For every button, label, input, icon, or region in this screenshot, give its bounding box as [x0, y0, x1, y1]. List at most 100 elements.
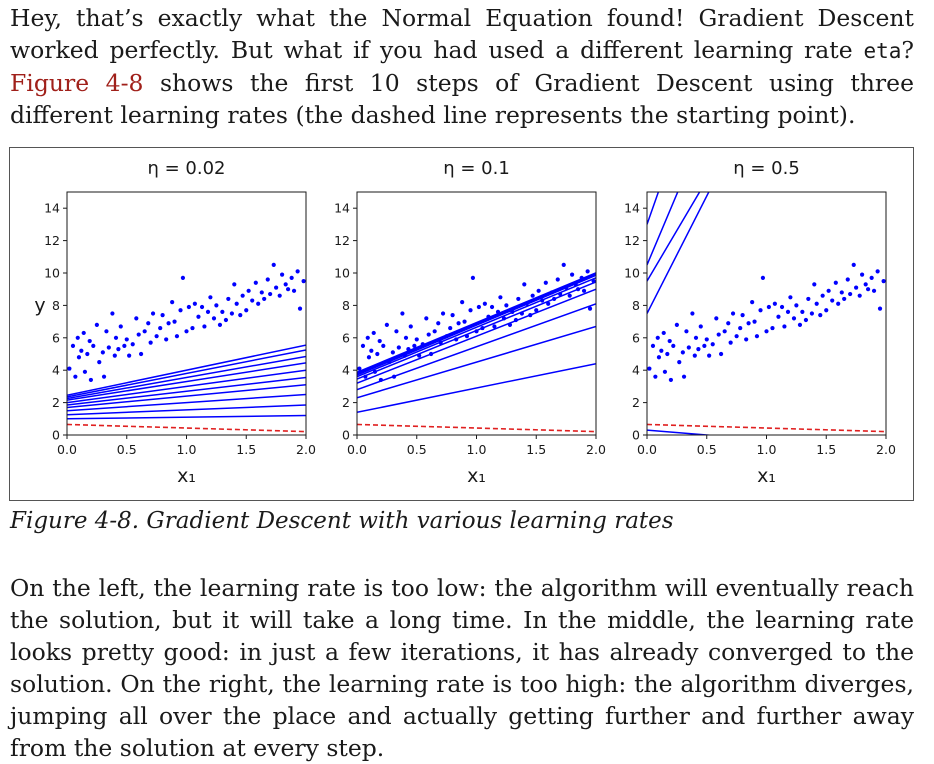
data-point	[244, 308, 249, 313]
x-tick-label: 1.0	[177, 442, 197, 457]
data-point	[820, 293, 825, 298]
data-point	[166, 321, 171, 326]
data-point	[760, 275, 766, 280]
data-point	[842, 296, 847, 302]
gd-step-line	[647, 429, 717, 435]
data-point	[274, 285, 279, 290]
data-point	[534, 308, 539, 313]
data-point	[489, 304, 495, 310]
y-tick-label: 6	[52, 330, 60, 345]
data-point	[357, 366, 362, 371]
intro-text-2: ?	[901, 36, 914, 64]
data-point	[869, 275, 874, 280]
panel-title: η = 0.5	[733, 158, 800, 179]
plot-area	[67, 262, 306, 433]
data-point	[75, 335, 80, 340]
data-point	[87, 338, 92, 344]
figure-reference-link[interactable]: Figure 4-8	[10, 69, 144, 97]
data-point	[297, 306, 303, 311]
data-point	[468, 308, 473, 313]
data-point	[812, 282, 817, 287]
data-point	[256, 301, 261, 306]
y-tick-label: 4	[342, 363, 350, 378]
data-point	[758, 308, 763, 313]
data-point	[104, 329, 109, 334]
panel-title: η = 0.1	[443, 158, 510, 179]
data-point	[396, 345, 401, 350]
data-point	[366, 355, 372, 360]
data-point	[220, 309, 225, 314]
data-point	[647, 366, 652, 371]
data-point	[375, 351, 380, 357]
y-tick-label: 14	[334, 201, 350, 216]
x-tick-label: 0.5	[407, 442, 427, 457]
data-point	[301, 279, 306, 284]
gd-step-line	[67, 362, 306, 401]
x-tick-label: 0.0	[347, 442, 367, 457]
data-point	[116, 347, 121, 352]
data-point	[88, 377, 93, 383]
x-tick-label: 2.0	[586, 442, 606, 457]
chart-panel-1: η = 0.02 0 2 4 6 8 10 12 14 0.0 0.5 1.0 1.5 2.0 x₁ y	[34, 158, 316, 487]
data-point	[253, 280, 258, 285]
axes-frame	[356, 191, 597, 436]
y-tick-label: 0	[52, 428, 60, 443]
y-tick-label: 0	[342, 428, 350, 443]
data-point	[150, 311, 156, 316]
data-point	[674, 322, 679, 327]
data-point	[702, 343, 707, 348]
data-point	[118, 324, 123, 329]
data-point	[205, 309, 211, 314]
data-point	[94, 322, 99, 327]
data-point	[142, 329, 147, 334]
x-tick-label: 1.0	[467, 442, 487, 457]
data-point	[268, 291, 273, 297]
data-point	[482, 301, 487, 306]
data-point	[208, 295, 213, 300]
data-point	[681, 374, 687, 379]
data-point	[138, 351, 144, 357]
data-point	[426, 332, 431, 337]
data-point	[265, 277, 270, 282]
data-point	[546, 301, 551, 306]
gd-step-line	[67, 414, 306, 420]
data-point	[371, 330, 376, 336]
data-point	[184, 329, 189, 334]
data-point	[782, 324, 787, 329]
data-point	[543, 280, 548, 285]
y-tick-label: 2	[52, 395, 60, 410]
data-point	[677, 360, 682, 365]
data-point	[516, 296, 521, 302]
data-point	[865, 287, 871, 292]
data-point	[192, 301, 197, 306]
gd-step-line	[67, 369, 306, 404]
gd-step-line	[67, 404, 306, 416]
data-point	[377, 338, 382, 344]
data-point	[662, 369, 668, 374]
x-axis-label: x₁	[757, 465, 776, 487]
data-point	[436, 321, 441, 326]
data-point	[295, 269, 300, 274]
data-point	[585, 269, 590, 274]
data-point	[587, 306, 593, 311]
data-point	[476, 304, 481, 310]
data-point	[97, 360, 102, 365]
data-point	[772, 301, 777, 306]
data-point	[178, 308, 183, 313]
data-point	[408, 324, 413, 329]
data-point	[238, 313, 243, 318]
data-point	[734, 334, 739, 339]
intro-text-3: shows the first 10 steps of Gradient Des…	[10, 69, 914, 129]
data-point	[824, 308, 829, 313]
data-point	[504, 303, 509, 308]
data-point	[223, 317, 229, 323]
data-point	[671, 343, 676, 348]
y-tick-label: 12	[334, 233, 350, 248]
data-point	[67, 366, 72, 371]
data-point	[199, 304, 205, 310]
data-point	[845, 277, 850, 282]
data-point	[110, 311, 115, 316]
data-point	[690, 311, 695, 316]
data-point	[280, 272, 285, 277]
data-point	[214, 303, 219, 308]
